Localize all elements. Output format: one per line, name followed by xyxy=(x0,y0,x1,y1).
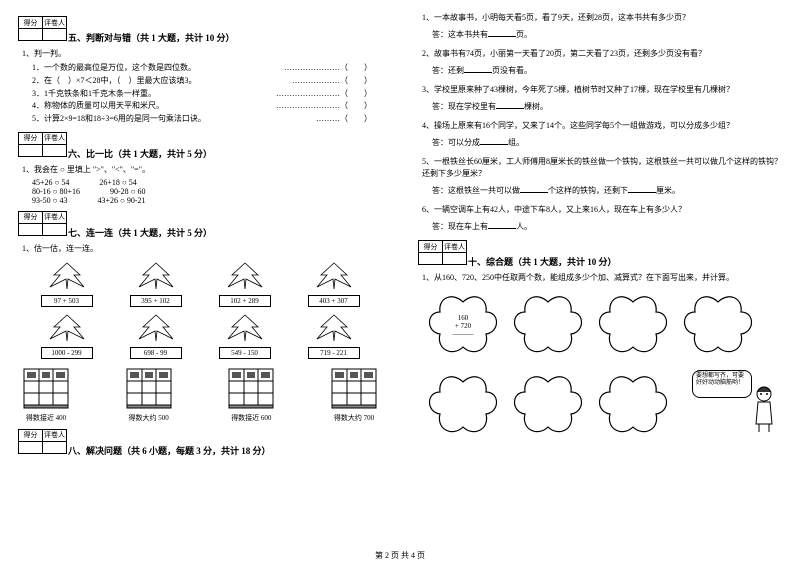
flower-icon xyxy=(598,372,668,442)
q4: 4、操场上原来有16个同学，又来了14个。这些同学每5个一组做游戏，可以分成多少… xyxy=(422,120,782,132)
q5: 5、一根铁丝长60厘米，工人师傅用8厘米长的铁丝做一个铁钩，这根铁丝一共可以做几… xyxy=(422,156,782,180)
dove-icon xyxy=(46,313,88,343)
s6-row1: 45+26 ○ 5426+18 ○ 54 xyxy=(32,178,382,187)
hand-2: 395 + 102 xyxy=(111,261,200,307)
a4: 答：可以分成组。 xyxy=(432,136,782,148)
cabinet-3: 得数接近 600 xyxy=(227,367,275,423)
q1: 1、一本故事书，小明每天看5页，看了9天，还剩28页，这本书共有多少页？ xyxy=(422,12,782,24)
speech-bubble: 要想都写齐，可要好好动动脑筋哟！ xyxy=(692,370,752,398)
a5: 答：这根铁丝一共可以做个这样的铁钩，还剩下厘米。 xyxy=(432,184,782,196)
flower-icon xyxy=(428,372,498,442)
s5-item-4: 4．称物体的质量可以用天平和米尺。……………………（ ） xyxy=(32,100,382,113)
section-7-title: 七、连一连（共 1 大题，共计 5 分） xyxy=(68,226,382,239)
flower-icon xyxy=(513,372,583,442)
cabinet-2: 得数大约 500 xyxy=(125,367,173,423)
page-container: 得分评卷人 五、判断对与错（共 1 大题，共计 10 分） 1、判一判。 1．一… xyxy=(0,0,800,540)
page-footer: 第 2 页 共 4 页 xyxy=(0,550,800,561)
dove-icon xyxy=(135,261,177,291)
a1: 答：这本书共有页。 xyxy=(432,28,782,40)
dove-icon xyxy=(224,261,266,291)
hand-7: 549 - 150 xyxy=(200,313,289,359)
q2: 2、故事书有74页，小丽第一天看了20页，第二天看了23页，还剩多少页没有看？ xyxy=(422,48,782,60)
s7-lead: 1、估一估，连一连。 xyxy=(22,243,382,255)
s5-lead: 1、判一判。 xyxy=(22,48,382,60)
girl-icon xyxy=(750,384,778,434)
s10-lead: 1、从160、720、250中任取两个数，能组成多少个加、减算式？在下面写出来，… xyxy=(422,272,782,284)
cabinet-icon xyxy=(227,367,275,409)
flower-icon xyxy=(683,292,753,362)
cabinet-icon xyxy=(22,367,70,409)
flower-icon xyxy=(598,292,668,362)
s5-item-5: 5．计算2×9=18和18÷3=6用的是同一句乘法口诀。………（ ） xyxy=(32,113,382,126)
s6-row2: 80-16 ○ 80+1690-28 ○ 60 xyxy=(32,187,382,196)
flowers-area: 160+ 720——— 要想都写齐，可要好好动动脑筋哟！ xyxy=(418,292,782,462)
section-6-title: 六、比一比（共 1 大题，共计 5 分） xyxy=(68,147,382,160)
section-8-title: 八、解决问题（共 6 小题，每题 3 分，共计 18 分） xyxy=(68,444,382,457)
section-10-title: 十、综合题（共 1 大题，共计 10 分） xyxy=(468,255,782,268)
s5-item-3: 3．1千克铁条和1千克木条一样重。……………………（ ） xyxy=(32,88,382,101)
cabinet-1: 得数接近 400 xyxy=(22,367,70,423)
flower-icon xyxy=(513,292,583,362)
flower-1-text: 160+ 720——— xyxy=(448,314,478,338)
a3: 答：现在学校里有棵树。 xyxy=(432,100,782,112)
section-5-title: 五、判断对与错（共 1 大题，共计 10 分） xyxy=(68,31,382,44)
cabinet-4: 得数大约 700 xyxy=(330,367,378,423)
dove-icon xyxy=(135,313,177,343)
hand-8: 719 - 221 xyxy=(289,313,378,359)
hand-3: 102 + 289 xyxy=(200,261,289,307)
a6: 答：现在车上有人。 xyxy=(432,220,782,232)
dove-icon xyxy=(313,313,355,343)
dove-icon xyxy=(224,313,266,343)
hand-5: 1000 - 299 xyxy=(22,313,111,359)
score-h2: 评卷人 xyxy=(43,17,67,29)
s5-item-1: 1．一个数的最高位是万位，这个数是四位数。…………………（ ） xyxy=(32,62,382,75)
a2: 答：还剩页没有看。 xyxy=(432,64,782,76)
hand-1: 97 + 503 xyxy=(22,261,111,307)
hand-6: 698 - 99 xyxy=(111,313,200,359)
right-column: 1、一本故事书，小明每天看5页，看了9天，还剩28页，这本书共有多少页？ 答：这… xyxy=(400,0,800,540)
hand-4: 403 + 307 xyxy=(289,261,378,307)
dove-icon xyxy=(313,261,355,291)
hands-row-1: 97 + 503 395 + 102 102 + 289 403 + 307 xyxy=(22,261,378,307)
s6-lead: 1、我会在 ○ 里填上 ">"、"<"、"="。 xyxy=(22,164,382,176)
score-h1: 得分 xyxy=(19,17,43,29)
q6: 6、一辆空调车上有42人，中途下车8人，又上来16人，现在车上有多少人？ xyxy=(422,204,782,216)
s6-row3: 93-50 ○ 4343+26 ○ 90-21 xyxy=(32,196,382,205)
dove-icon xyxy=(46,261,88,291)
hands-row-2: 1000 - 299 698 - 99 549 - 150 719 - 221 xyxy=(22,313,378,359)
cabinets-row: 得数接近 400 得数大约 500 得数接近 600 xyxy=(22,367,378,423)
q3: 3、学校里原来种了43棵树，今年死了5棵，植树节时又种了17棵，现在学校里有几棵… xyxy=(422,84,782,96)
cabinet-icon xyxy=(125,367,173,409)
left-column: 得分评卷人 五、判断对与错（共 1 大题，共计 10 分） 1、判一判。 1．一… xyxy=(0,0,400,540)
s5-item-2: 2．在（ ）×7＜28中，（ ）里最大应该填3。………………（ ） xyxy=(32,75,382,88)
cabinet-icon xyxy=(330,367,378,409)
